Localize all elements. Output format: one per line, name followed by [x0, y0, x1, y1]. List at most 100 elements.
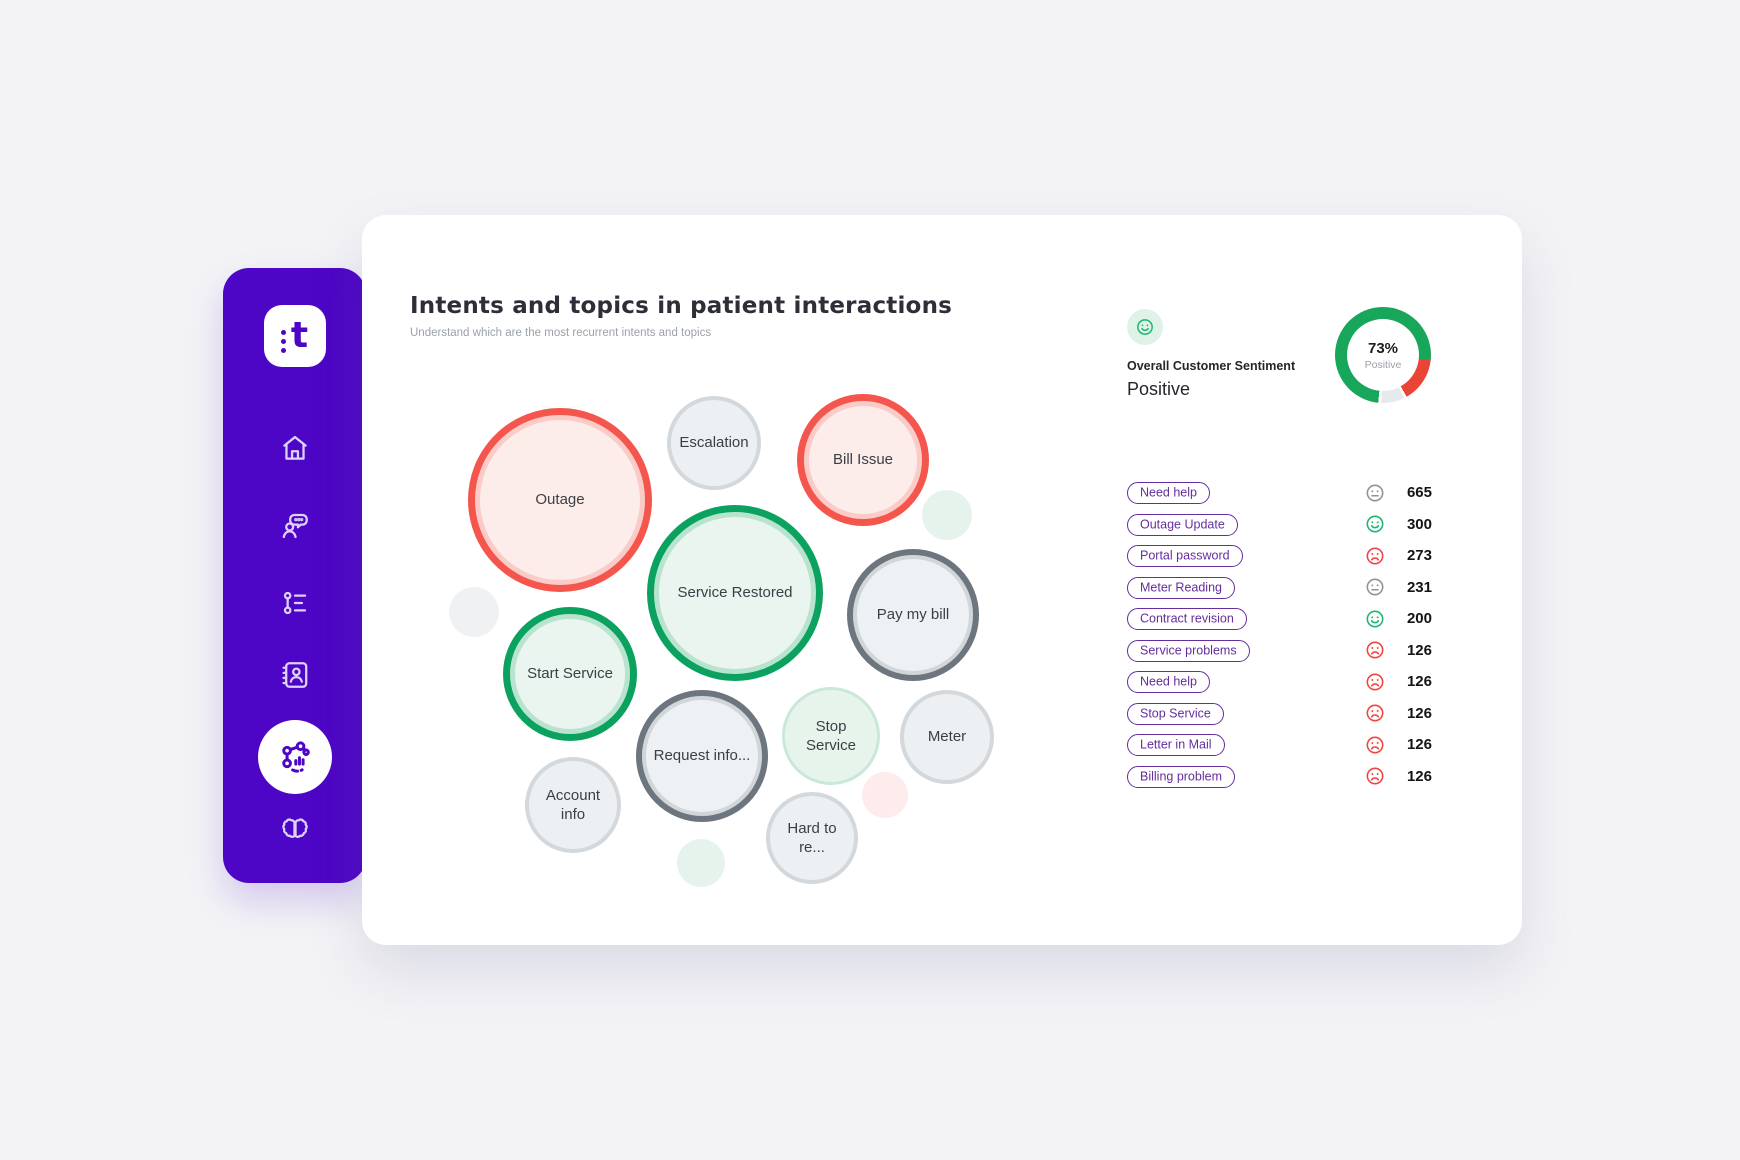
topic-pill[interactable]: Need help	[1127, 482, 1210, 505]
bubble-bill-issue[interactable]: Bill Issue	[797, 394, 929, 526]
happy-face-icon	[1366, 515, 1384, 533]
agent-chat-icon	[282, 513, 308, 539]
topic-row: Service problems 126	[1127, 635, 1432, 667]
topic-sentiment-face	[1362, 735, 1388, 755]
dashboard-card: Intents and topics in patient interactio…	[362, 215, 1522, 945]
bubble-service-restored[interactable]: Service Restored	[647, 505, 823, 681]
topics-list: Need help 665 Outage Update 300 Portal p…	[1127, 477, 1432, 792]
topic-sentiment-face	[1362, 703, 1388, 723]
bubble-start-service[interactable]: Start Service	[503, 607, 637, 741]
overall-sentiment-block: Overall Customer Sentiment Positive	[1127, 309, 1295, 400]
page-subtitle: Understand which are the most recurrent …	[410, 327, 712, 339]
topic-count: 126	[1406, 641, 1432, 659]
topic-sentiment-face	[1362, 546, 1388, 566]
topic-sentiment-face	[1362, 672, 1388, 692]
topic-count: 126	[1406, 673, 1432, 691]
topic-pill[interactable]: Stop Service	[1127, 702, 1224, 725]
bubble-label: Meter	[927, 728, 967, 746]
bubble-label: Service Restored	[677, 584, 793, 602]
sidebar-item-conversations[interactable]	[273, 503, 317, 547]
sentiment-value: Positive	[1127, 379, 1191, 399]
happy-face-icon	[1366, 610, 1384, 628]
sidebar: t	[223, 268, 366, 883]
bubble-label: Escalation	[679, 434, 749, 452]
topic-pill[interactable]: Service problems	[1127, 639, 1250, 662]
sentiment-donut-chart: 73% Positive	[1335, 307, 1431, 403]
topic-row: Stop Service 126	[1127, 698, 1432, 730]
topic-row: Billing problem 126	[1127, 761, 1432, 793]
topic-pill[interactable]: Contract revision	[1127, 608, 1247, 631]
topic-row: Contract revision 200	[1127, 603, 1432, 635]
bubble-hard-to-re[interactable]: Hard to re...	[766, 792, 858, 884]
sad-face-icon	[1366, 641, 1384, 659]
bubble-label: Stop Service	[805, 717, 856, 755]
sad-face-icon	[1366, 767, 1384, 785]
topic-count: 300	[1406, 515, 1432, 533]
topic-row: Need help 665	[1127, 477, 1432, 509]
topic-sentiment-face	[1362, 514, 1388, 534]
topic-count: 126	[1406, 736, 1432, 754]
sidebar-item-workflows[interactable]	[273, 581, 317, 625]
sad-face-icon	[1366, 704, 1384, 722]
happy-face-icon	[1137, 319, 1153, 335]
topic-sentiment-face	[1362, 640, 1388, 660]
topic-pill[interactable]: Need help	[1127, 671, 1210, 694]
sad-face-icon	[1366, 547, 1384, 565]
topic-sentiment-face	[1362, 577, 1388, 597]
sad-face-icon	[1366, 736, 1384, 754]
bubble-label: Outage	[535, 491, 585, 509]
app-logo[interactable]: t	[263, 305, 326, 367]
bubble-label: Bill Issue	[832, 451, 894, 469]
bubble-escalation[interactable]: Escalation	[667, 396, 761, 490]
sidebar-item-knowledge[interactable]	[273, 810, 317, 854]
insights-network-icon	[281, 741, 310, 773]
topic-count: 126	[1406, 704, 1432, 722]
bubble-decoration	[862, 772, 908, 818]
topic-row: Meter Reading 231	[1127, 572, 1432, 604]
bubble-label: Pay my bill	[876, 606, 950, 624]
topic-sentiment-face	[1362, 483, 1388, 503]
topic-pill[interactable]: Meter Reading	[1127, 576, 1235, 599]
bubble-label: Start Service	[527, 665, 613, 683]
topic-row: Need help 126	[1127, 666, 1432, 698]
topic-count: 200	[1406, 610, 1432, 628]
logo-letter: t	[290, 315, 309, 356]
bubble-pay-my-bill[interactable]: Pay my bill	[847, 549, 979, 681]
sidebar-item-home[interactable]	[273, 426, 317, 470]
bubble-label: Request info...	[653, 747, 751, 765]
bubble-account-info[interactable]: Account info	[525, 757, 621, 853]
sad-face-icon	[1366, 673, 1384, 691]
bubble-request-info[interactable]: Request info...	[636, 690, 768, 822]
sidebar-item-insights[interactable]	[257, 720, 332, 794]
bubble-label: Account info	[545, 786, 601, 824]
topic-pill[interactable]: Letter in Mail	[1127, 734, 1225, 757]
bubble-meter[interactable]: Meter	[900, 690, 994, 784]
bubble-decoration	[922, 490, 972, 540]
topic-row: Outage Update 300	[1127, 509, 1432, 541]
neutral-face-icon	[1366, 484, 1384, 502]
intents-bubble-chart: Outage Escalation Bill Issue Service Restor…	[362, 215, 1122, 945]
donut-sublabel: Positive	[1364, 358, 1402, 371]
topic-pill[interactable]: Outage Update	[1127, 513, 1238, 536]
bubble-stop-service[interactable]: Stop Service	[782, 687, 880, 785]
topic-count: 126	[1406, 767, 1432, 785]
contacts-book-icon	[281, 662, 307, 688]
logo-dots-icon	[280, 329, 286, 353]
neutral-face-icon	[1366, 578, 1384, 596]
bubble-outage[interactable]: Outage	[468, 408, 652, 592]
sentiment-badge	[1127, 309, 1163, 345]
topic-row: Portal password 273	[1127, 540, 1432, 572]
topic-pill[interactable]: Portal password	[1127, 545, 1243, 568]
topic-count: 231	[1406, 578, 1432, 596]
workflow-list-icon	[283, 591, 306, 615]
brain-icon	[281, 818, 308, 838]
sentiment-label: Overall Customer Sentiment	[1127, 359, 1296, 373]
topic-pill[interactable]: Billing problem	[1127, 765, 1235, 788]
donut-percent: 73%	[1367, 339, 1399, 357]
bubble-decoration	[677, 839, 725, 887]
donut-center: 73% Positive	[1347, 319, 1419, 391]
bubble-label: Hard to re...	[787, 819, 837, 857]
page-title: Intents and topics in patient interactio…	[410, 293, 953, 319]
sidebar-item-contacts[interactable]	[273, 653, 317, 697]
topic-sentiment-face	[1362, 609, 1388, 629]
